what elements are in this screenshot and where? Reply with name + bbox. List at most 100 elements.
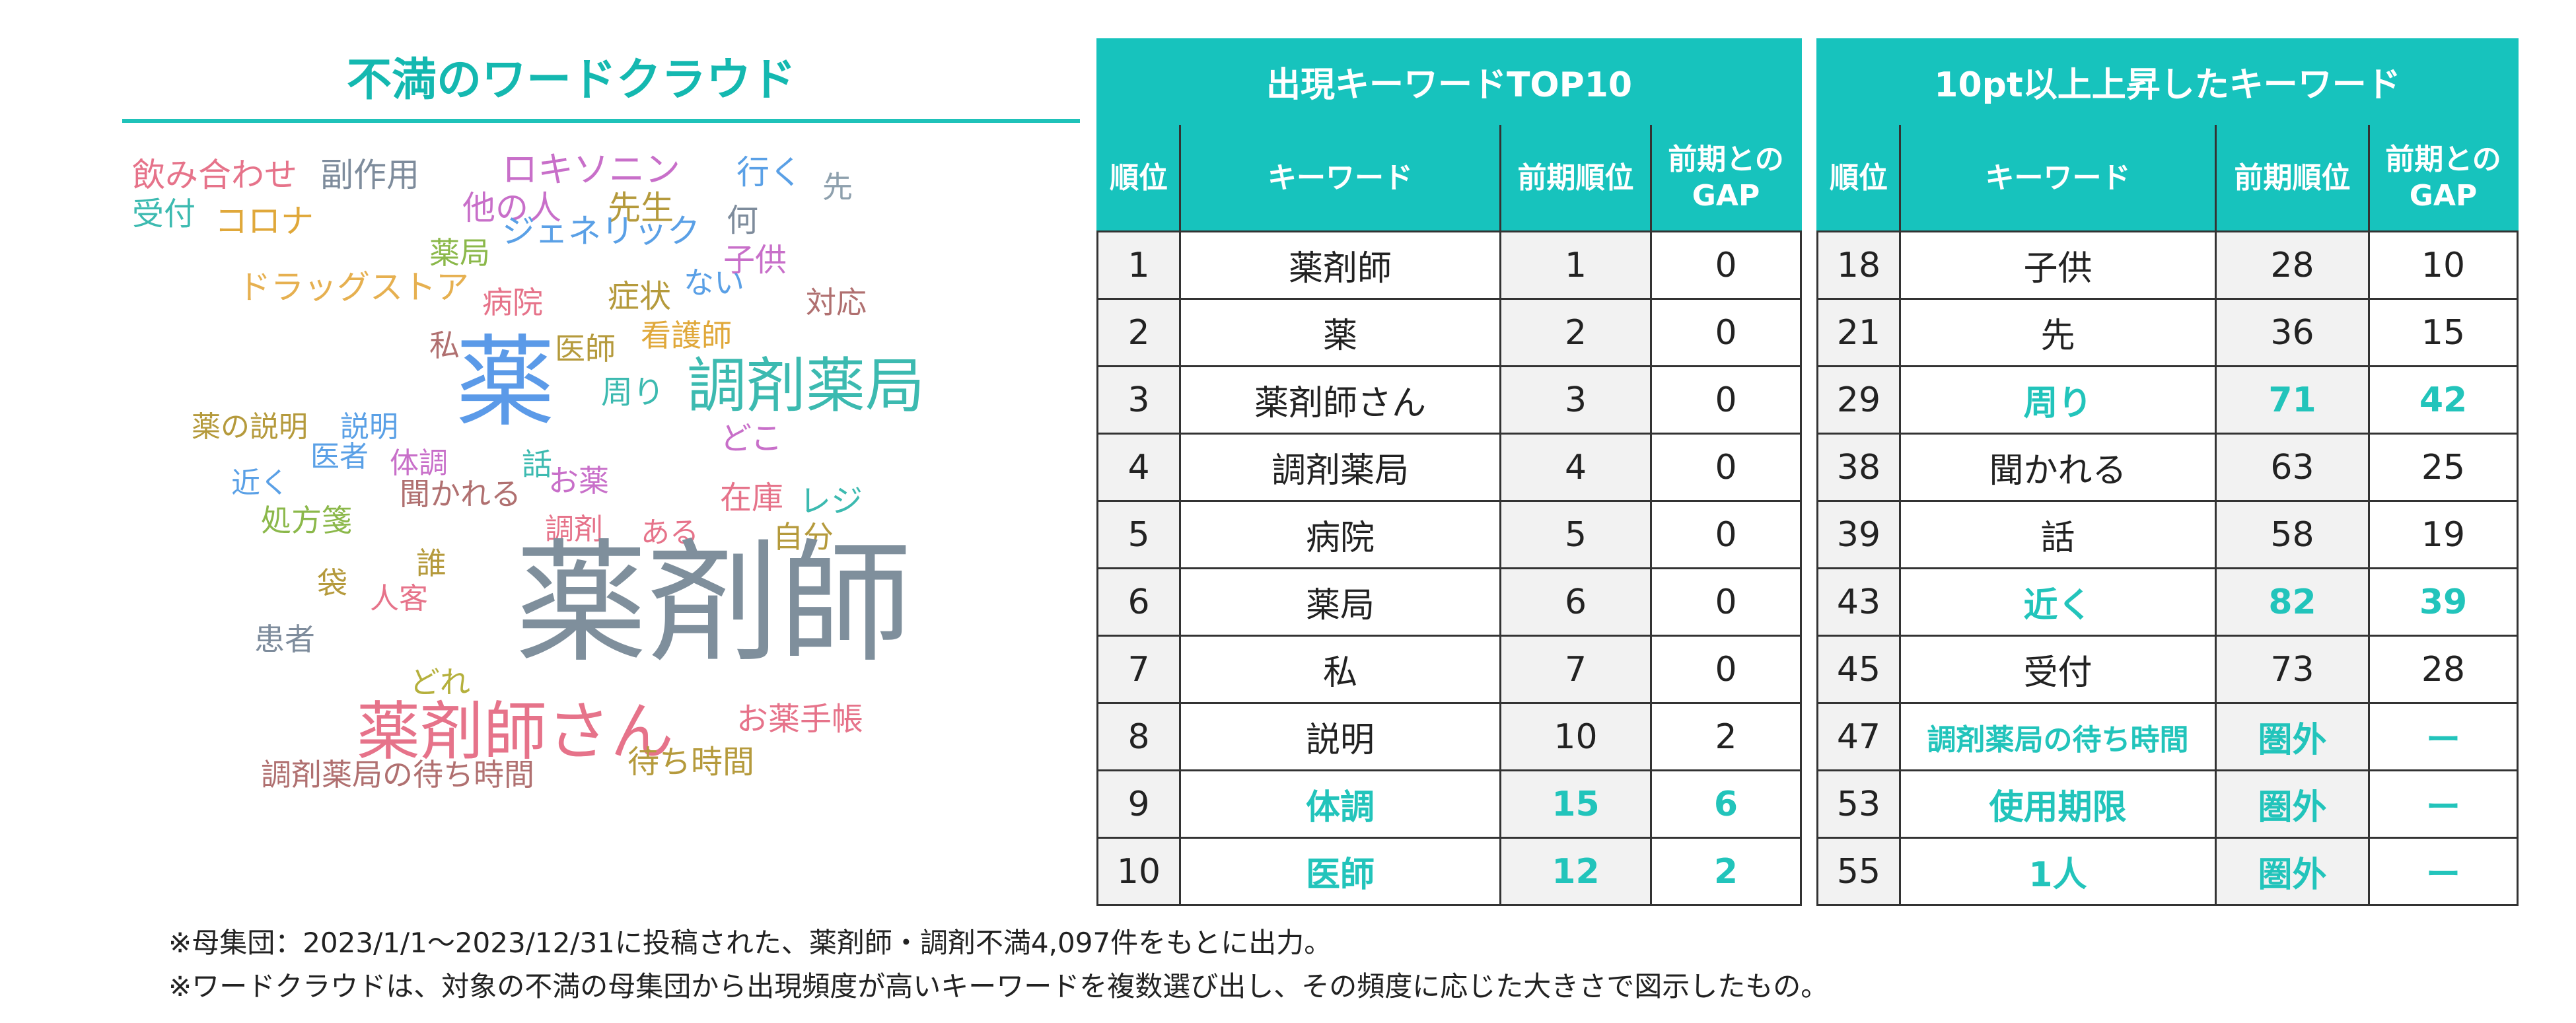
cell-rank: 10 [1096,837,1181,906]
table-row: 47 調剤薬局の待ち時間 圏外ー [1816,702,2519,771]
table-row: 1 薬剤師 1 0 [1096,230,1803,300]
cell-keyword: 子供 [1899,230,2217,300]
cell-keyword: 薬剤師 [1179,230,1501,300]
table-row: 38 聞かれる 63 25 [1816,433,2519,502]
cell-gap: 15 [2367,298,2519,367]
cell-prev: 63 [2215,433,2370,502]
column-header: キーワード [1179,123,1501,232]
wordcloud-word: 処方箋 [261,503,352,538]
wordcloud-word: 話 [522,446,552,482]
wordcloud-word: 人客 [370,582,428,616]
table-row: 21 先 36 15 [1816,298,2519,367]
wordcloud-word: お薬 [548,463,609,499]
cell-keyword: 病院 [1179,500,1501,569]
table-row: 4 調剤薬局 4 0 [1096,433,1803,502]
cell-prev: 7 [1499,635,1652,704]
wordcloud-word: 飲み合わせ [132,156,297,194]
wordcloud-word: 薬局 [429,235,490,271]
cell-prev: 12 [1499,837,1652,906]
cell-gap: 0 [1649,230,1803,300]
cell-prev: 15 [1499,769,1652,839]
wordcloud-word: ある [641,516,699,549]
wordcloud-word: 先 [822,169,853,205]
wordcloud-word: 調剤薬局 [687,351,925,421]
cell-rank: 53 [1816,769,1901,839]
wordcloud-title-underline [122,119,1080,123]
cell-keyword: 話 [1899,500,2217,569]
cell-gap: 0 [1649,567,1803,637]
table-row: 18 子供 28 10 [1816,230,2519,300]
cell-rank: 6 [1096,567,1181,637]
cell-keyword: 調剤薬局の待ち時間 [1899,702,2217,771]
wordcloud-word: 待ち時間 [627,744,755,781]
wordcloud-word: 誰 [416,546,447,581]
cell-gap: 2 [1649,702,1803,771]
wordcloud: 飲み合わせ 副作用 ロキソニン 行く先受付 コロナ 他の人 先生 何ジェネリック 薬局 子供 ない ド… [112,132,1090,845]
cell-gap: 10 [2367,230,2519,300]
cell-keyword: 1人 [1899,837,2217,906]
table-row: 55 1人 圏外ー [1816,837,2519,906]
cell-gap: 25 [2367,433,2519,502]
wordcloud-word: 看護師 [641,318,732,353]
cell-prev: 73 [2215,635,2370,704]
cell-prev: 10 [1499,702,1652,771]
wordcloud-word: 薬剤師さん [357,695,674,769]
wordcloud-word: 薬の説明 [192,410,308,444]
wordcloud-word: 薬 [456,326,555,441]
wordcloud-word: 調剤 [545,512,603,546]
table-row: 29 周り 71 42 [1816,365,2519,435]
cell-rank: 1 [1096,230,1181,300]
cell-rank: 43 [1816,567,1901,637]
cell-prev: 圏外 [2215,769,2370,839]
column-header: 順位 [1816,123,1901,232]
wordcloud-word: 受付 [132,195,196,232]
cell-keyword: 私 [1179,635,1501,704]
table-row: 9 体調 15 6 [1096,769,1803,839]
wordcloud-word: コロナ [215,202,314,240]
cell-prev: 圏外 [2215,837,2370,906]
cell-rank: 29 [1816,365,1901,435]
cell-rank: 9 [1096,769,1181,839]
cell-rank: 18 [1816,230,1901,300]
wordcloud-word: 薬剤師 [515,527,912,681]
cell-prev: 71 [2215,365,2370,435]
cell-keyword: 薬 [1179,298,1501,367]
cell-keyword: 体調 [1179,769,1501,839]
cell-gap: 2 [1649,837,1803,906]
cell-gap: 19 [2367,500,2519,569]
wordcloud-word: 聞かれる [400,476,521,512]
cell-prev: 36 [2215,298,2370,367]
cell-gap: ー [2367,837,2519,906]
cell-keyword: 先 [1899,298,2217,367]
cell-prev: 圏外 [2215,702,2370,771]
wordcloud-word: レジ [799,483,863,520]
wordcloud-word: 病院 [482,285,543,320]
wordcloud-word: 体調 [390,446,448,480]
cell-prev: 2 [1499,298,1652,367]
column-header: 前期との GAP [2367,123,2519,232]
wordcloud-word: 自分 [773,519,834,555]
wordcloud-word: 副作用 [320,156,419,194]
cell-rank: 5 [1096,500,1181,569]
cell-rank: 55 [1816,837,1901,906]
column-header: キーワード [1899,123,2217,232]
wordcloud-word: 袋 [317,565,347,601]
wordcloud-word: 医師 [555,331,616,367]
wordcloud-word: 患者 [254,621,315,657]
wordcloud-word: お薬手帳 [736,701,864,738]
top10-table-title: 出現キーワードTOP10 [1096,38,1803,125]
cell-keyword: 医師 [1179,837,1501,906]
cell-keyword: 聞かれる [1899,433,2217,502]
cell-rank: 8 [1096,702,1181,771]
cell-rank: 39 [1816,500,1901,569]
cell-gap: 39 [2367,567,2519,637]
column-header: 前期順位 [1499,123,1652,232]
wordcloud-word: 私 [429,328,460,363]
footnote-population: ※母集団：2023/1/1～2023/12/31に投稿された、薬剤師・調剤不満4… [168,927,1332,959]
cell-prev: 6 [1499,567,1652,637]
cell-gap: 28 [2367,635,2519,704]
cell-gap: 42 [2367,365,2519,435]
cell-keyword: 使用期限 [1899,769,2217,839]
cell-prev: 1 [1499,230,1652,300]
